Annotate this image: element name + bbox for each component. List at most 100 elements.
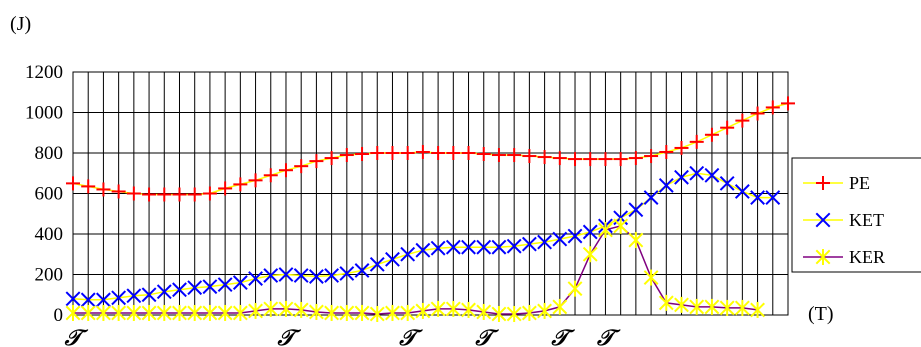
x-tick-label: 𝒯 bbox=[550, 325, 575, 347]
x-tick-label: 𝒯 bbox=[398, 325, 423, 347]
data-point-ker bbox=[96, 304, 111, 321]
y-tick-label: 400 bbox=[35, 224, 64, 245]
data-point-pe bbox=[476, 147, 491, 162]
data-point-pe bbox=[278, 163, 293, 178]
data-point-ker bbox=[293, 301, 309, 318]
data-point-ker bbox=[582, 246, 598, 263]
data-point-pe bbox=[294, 159, 309, 174]
data-point-ket bbox=[263, 268, 279, 283]
data-point-pe bbox=[202, 186, 217, 201]
data-point-ker bbox=[734, 299, 750, 316]
data-point-pe bbox=[461, 146, 476, 160]
data-point-ket bbox=[674, 169, 689, 185]
data-point-ker bbox=[658, 294, 674, 311]
data-point-ket bbox=[415, 242, 431, 258]
data-point-ker bbox=[552, 298, 568, 315]
data-point-pe bbox=[324, 151, 339, 166]
data-point-ker bbox=[80, 304, 96, 321]
y-tick-label: 0 bbox=[54, 305, 64, 326]
x-axis-unit-label: (T) bbox=[808, 303, 834, 325]
data-point-ker bbox=[172, 304, 187, 321]
data-point-ket bbox=[719, 175, 735, 191]
data-point-pe bbox=[735, 113, 750, 128]
data-point-ket bbox=[65, 291, 81, 307]
data-point-ker bbox=[415, 302, 431, 319]
data-point-ker bbox=[491, 305, 507, 322]
data-point-pe bbox=[765, 100, 780, 115]
data-point-pe bbox=[613, 152, 628, 167]
data-point-ker bbox=[156, 304, 172, 321]
data-point-ker bbox=[111, 304, 127, 321]
data-point-pe bbox=[339, 148, 354, 163]
data-point-ket bbox=[278, 267, 294, 282]
data-point-pe bbox=[66, 176, 80, 191]
data-point-ket bbox=[628, 202, 644, 218]
x-tick-label: 𝒯 bbox=[64, 325, 89, 347]
y-tick-label: 200 bbox=[35, 265, 64, 286]
data-point-pe bbox=[583, 152, 598, 167]
data-point-ker bbox=[674, 296, 689, 313]
data-point-ker bbox=[308, 303, 324, 320]
y-tick-label: 1000 bbox=[25, 103, 63, 124]
data-point-ket bbox=[126, 288, 142, 304]
data-point-ker bbox=[202, 304, 218, 321]
series-ker bbox=[65, 217, 765, 322]
legend-label-pe: PE bbox=[849, 173, 870, 193]
data-point-pe bbox=[720, 120, 735, 135]
data-point-ker bbox=[65, 304, 81, 321]
series-line-ker bbox=[73, 225, 758, 315]
data-point-ket bbox=[354, 263, 370, 278]
data-point-ket bbox=[506, 238, 522, 254]
data-point-pe bbox=[552, 151, 567, 166]
data-point-ket bbox=[552, 231, 568, 247]
data-point-ket bbox=[689, 165, 705, 181]
data-point-ket bbox=[461, 239, 476, 255]
series-group bbox=[65, 96, 795, 322]
data-point-ker bbox=[750, 301, 765, 318]
series-pe bbox=[66, 96, 795, 202]
y-tick-label: 800 bbox=[35, 143, 64, 164]
data-point-ket bbox=[141, 287, 157, 303]
data-point-ker bbox=[613, 217, 629, 234]
y-tick-label: 1200 bbox=[25, 62, 63, 83]
data-point-ket bbox=[734, 184, 750, 199]
data-point-ket bbox=[339, 266, 355, 281]
legend-marker-ker bbox=[815, 249, 831, 265]
data-point-ket bbox=[476, 239, 492, 255]
data-point-pe bbox=[644, 149, 659, 164]
data-point-pe bbox=[187, 187, 202, 202]
data-point-ket bbox=[400, 246, 416, 262]
data-point-ket bbox=[765, 190, 781, 205]
data-point-ker bbox=[476, 303, 492, 320]
data-point-pe bbox=[233, 177, 248, 192]
data-point-ket bbox=[521, 236, 537, 252]
y-axis-unit-label: (J) bbox=[10, 13, 31, 35]
data-point-pe bbox=[157, 187, 172, 202]
data-point-pe bbox=[263, 168, 278, 183]
data-point-ker bbox=[126, 304, 142, 321]
data-point-pe bbox=[111, 184, 126, 199]
x-tick-label: 𝒯 bbox=[277, 325, 302, 347]
data-point-pe bbox=[446, 146, 461, 160]
data-point-pe bbox=[81, 179, 96, 194]
data-point-pe bbox=[628, 151, 643, 166]
data-point-pe bbox=[507, 148, 522, 163]
data-point-ker bbox=[339, 304, 355, 321]
data-point-ket bbox=[217, 277, 233, 293]
x-tick-label: 𝒯 bbox=[596, 325, 621, 347]
data-point-ket bbox=[567, 228, 583, 244]
data-point-ker bbox=[385, 304, 400, 321]
data-point-ker bbox=[354, 304, 370, 321]
data-point-pe bbox=[126, 186, 141, 201]
data-point-pe bbox=[370, 146, 385, 160]
data-point-ker bbox=[400, 304, 416, 321]
data-point-ker bbox=[324, 304, 340, 321]
data-point-ket bbox=[202, 279, 218, 295]
data-point-ket bbox=[445, 239, 461, 255]
data-point-ket bbox=[232, 275, 248, 291]
data-point-pe bbox=[522, 149, 537, 164]
data-point-ker bbox=[278, 300, 294, 317]
data-point-pe bbox=[309, 154, 324, 169]
